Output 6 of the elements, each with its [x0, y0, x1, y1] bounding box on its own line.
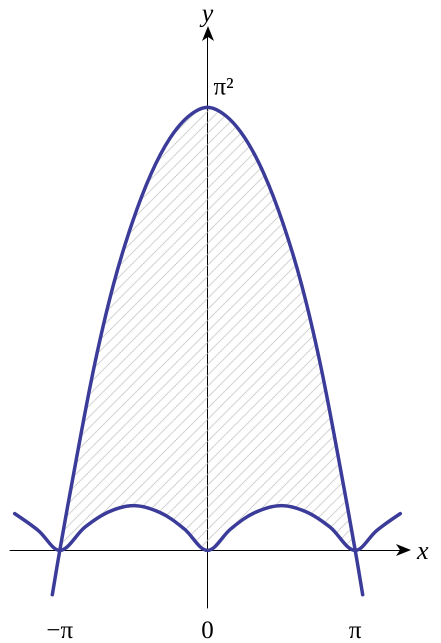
x-tick-label: 0 [201, 617, 214, 643]
y-axis-title: y [198, 0, 214, 28]
x-axis-title: x [416, 536, 429, 565]
annotation: π² [214, 73, 234, 100]
x-tick-label: −π [46, 617, 74, 643]
x-tick-label: π [348, 617, 362, 643]
